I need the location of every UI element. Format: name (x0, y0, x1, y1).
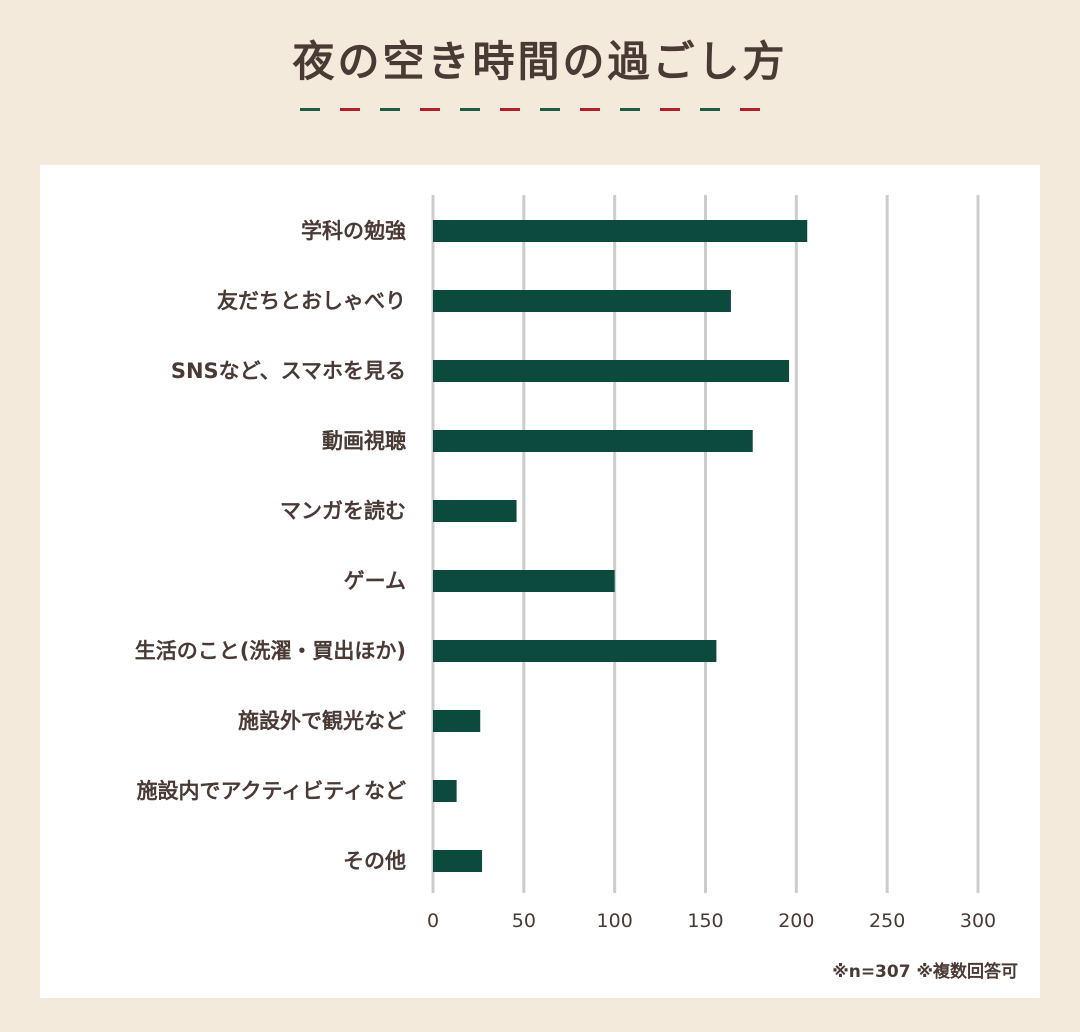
x-tick-label: 250 (869, 910, 905, 932)
bar (433, 710, 481, 732)
divider-dash (740, 108, 760, 111)
bar (433, 220, 808, 242)
bar (433, 360, 790, 382)
bar (433, 780, 457, 802)
divider-dash (300, 108, 320, 111)
category-label: 生活のこと(洗濯・買出ほか) (135, 639, 406, 663)
divider-dash (580, 108, 600, 111)
bar (433, 570, 615, 592)
x-tick-label: 150 (687, 910, 723, 932)
divider-dash (460, 108, 480, 111)
category-label: ゲーム (344, 569, 406, 593)
bar (433, 430, 753, 452)
category-label: マンガを読む (280, 499, 406, 523)
category-label: 施設外で観光など (238, 709, 406, 733)
bar (433, 850, 483, 872)
divider-dash (620, 108, 640, 111)
divider-dash (380, 108, 400, 111)
category-label: 施設内でアクティビティなど (137, 779, 406, 803)
title-divider (300, 108, 760, 111)
x-tick-label: 50 (512, 910, 536, 932)
bar (433, 640, 717, 662)
category-label: 学科の勉強 (301, 219, 406, 243)
divider-dash (540, 108, 560, 111)
bar (433, 290, 731, 312)
divider-dash (500, 108, 520, 111)
divider-dash (700, 108, 720, 111)
sample-note: ※n=307 ※複数回答可 (832, 962, 1018, 982)
page-title: 夜の空き時間の過ごし方 (292, 37, 788, 86)
bar (433, 500, 517, 522)
x-tick-label: 300 (960, 910, 996, 932)
divider-dash (420, 108, 440, 111)
category-label: SNSなど、スマホを見る (171, 359, 406, 383)
divider-dash (340, 108, 360, 111)
x-tick-label: 100 (597, 910, 633, 932)
chart-card: 0 50 100 150 200 250 300 学科の勉強友だちとおしゃべり SNSなど、スマ… (40, 165, 1040, 998)
category-label: その他 (343, 849, 406, 873)
category-label: 動画視聴 (322, 429, 406, 453)
x-tick-label: 200 (778, 910, 814, 932)
divider-dash (660, 108, 680, 111)
category-label: 友だちとおしゃべり (217, 289, 406, 313)
x-tick-label: 0 (427, 910, 439, 932)
